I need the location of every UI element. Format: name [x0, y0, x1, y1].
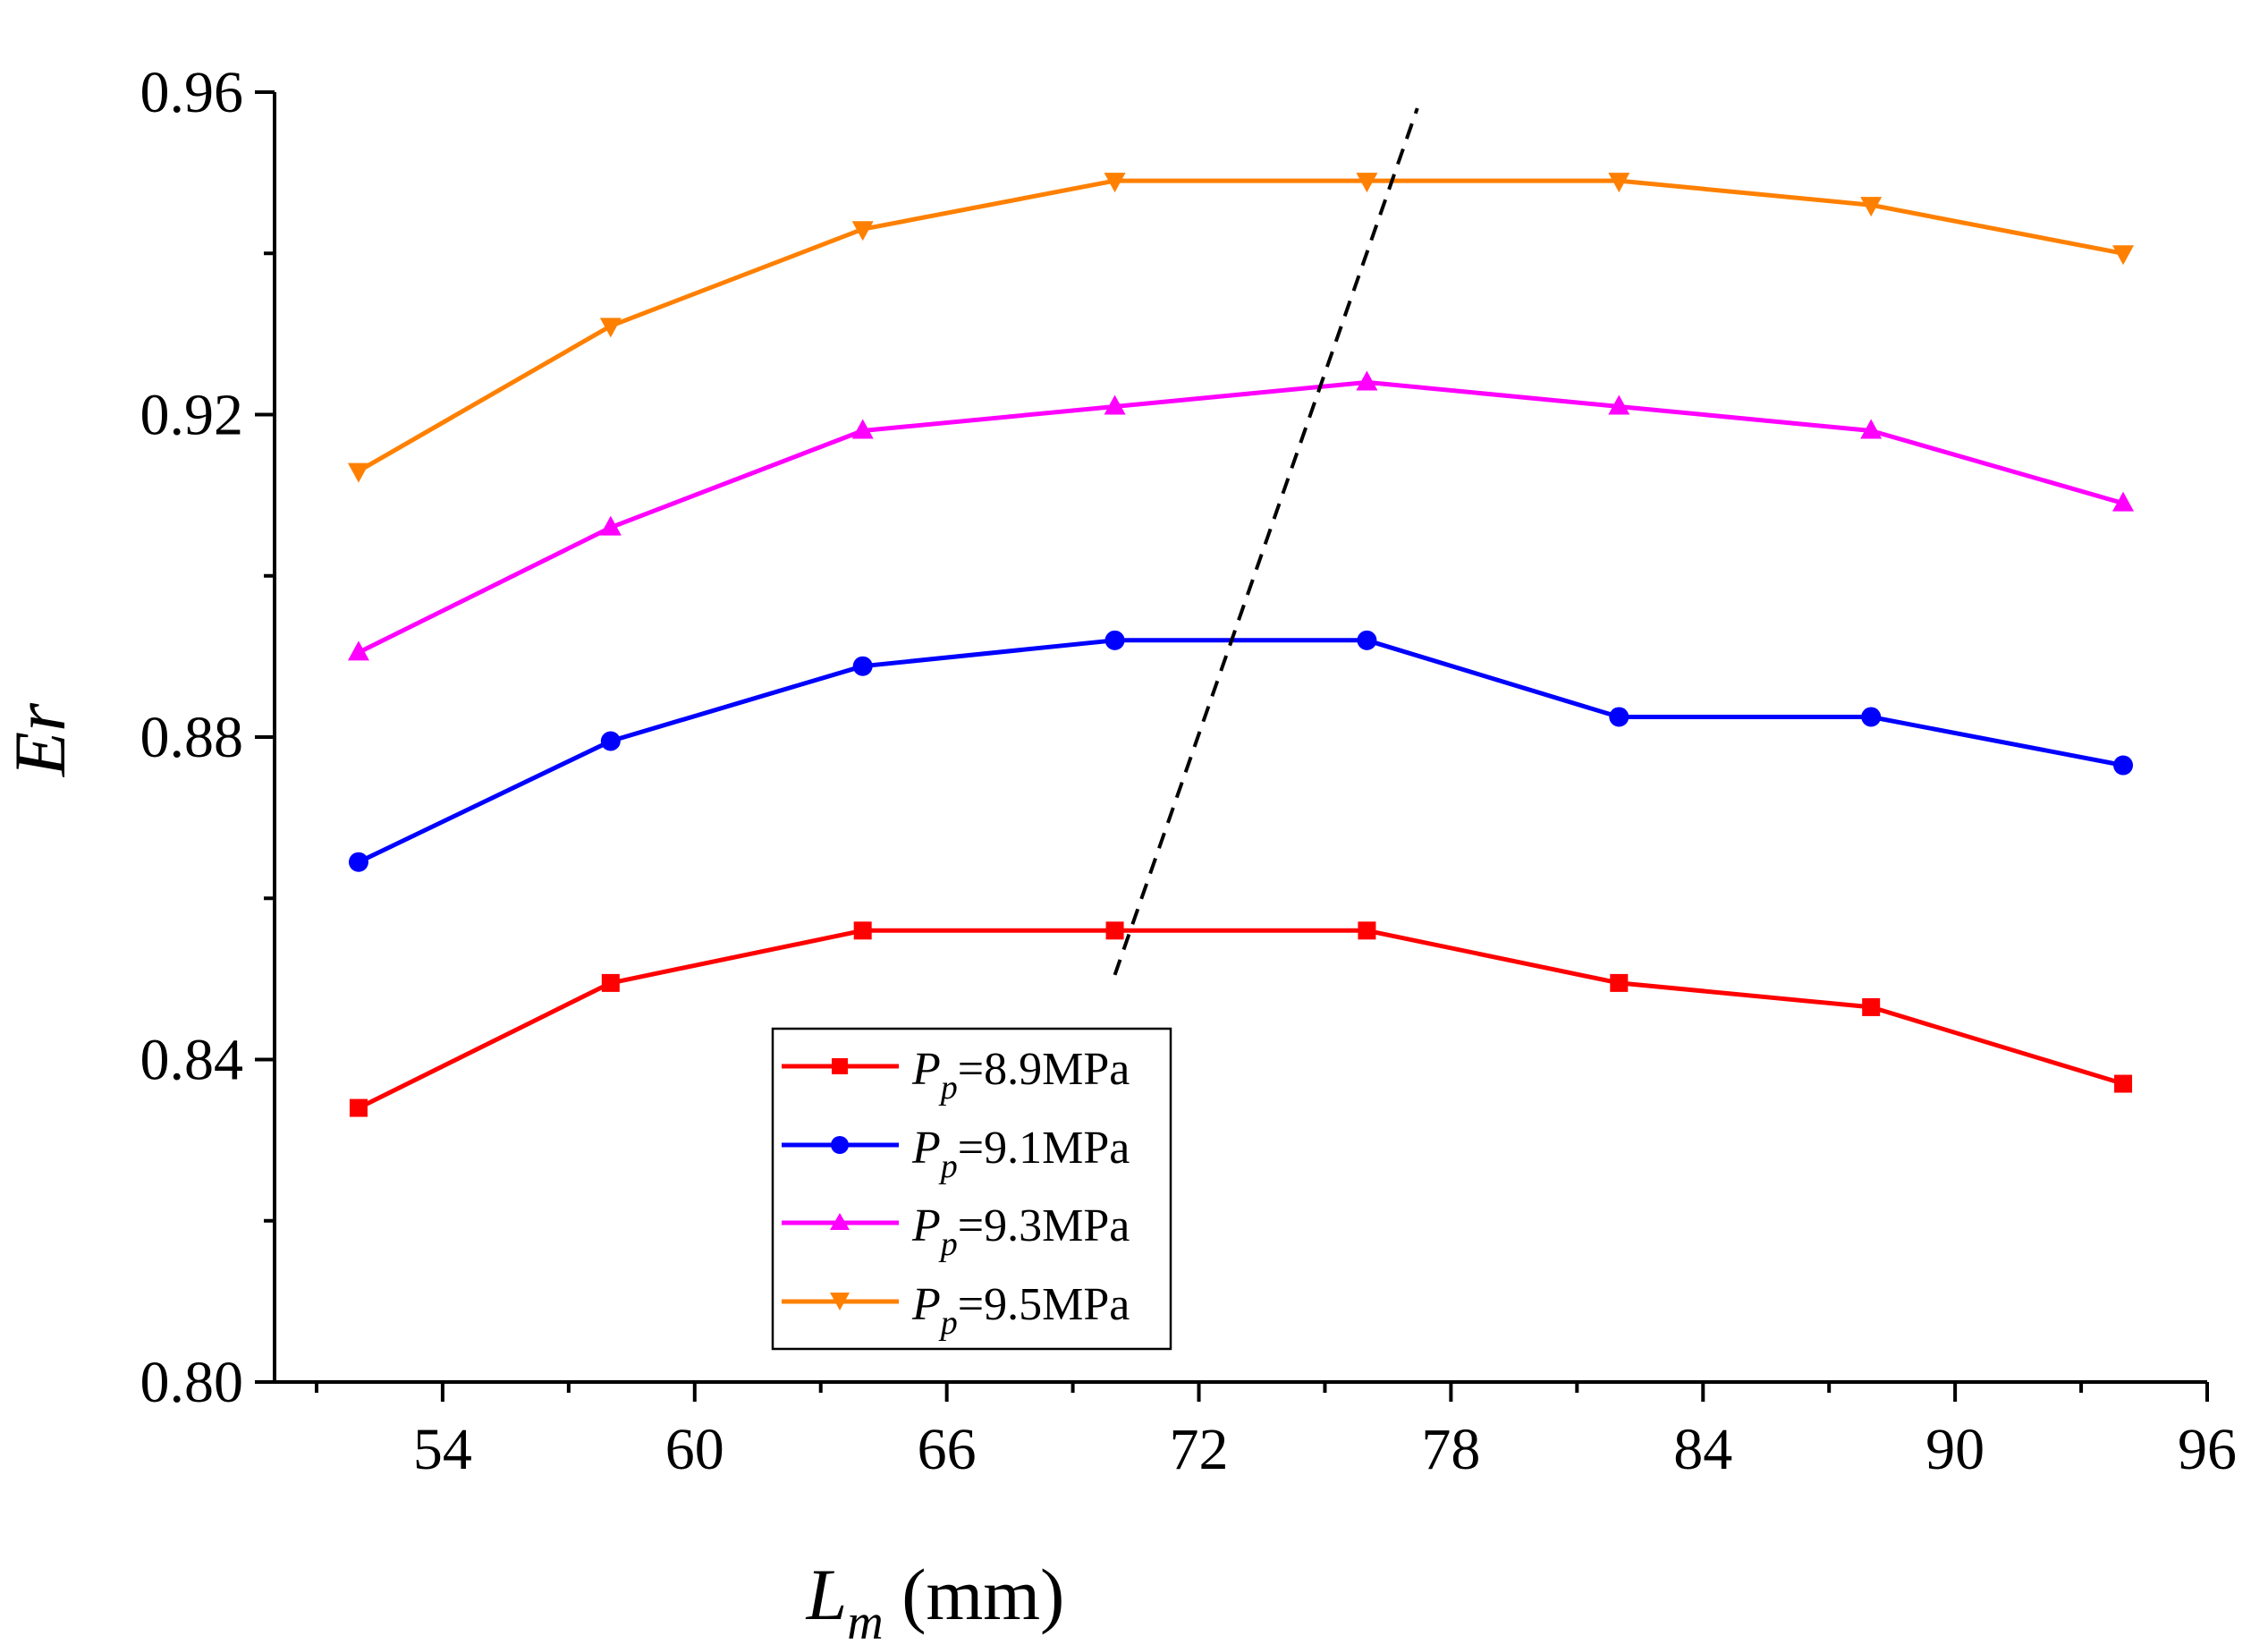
y-tick-label: 0.92 [140, 383, 244, 448]
x-axis-label-symbol: L [806, 1554, 848, 1635]
x-tick-label: 60 [665, 1417, 724, 1482]
legend-value: =9.5MPa [958, 1279, 1130, 1330]
legend-label: Pp=8.9MPa [911, 1044, 1130, 1107]
x-tick-label: 96 [2178, 1417, 2237, 1482]
legend-square-marker-icon [832, 1058, 848, 1074]
series-9-3mpa [347, 370, 2135, 661]
legend-triangle-down-marker-icon [830, 1293, 850, 1310]
legend: Pp=8.9MPa Pp=9.1MPa Pp=9.3MPa Pp=9.5MPa [771, 1027, 1172, 1351]
trend-dashed-line [1113, 107, 1419, 976]
legend-item-8-9mpa: Pp=8.9MPa [782, 1044, 1130, 1107]
series-line [357, 638, 2124, 864]
data-point-circle [600, 731, 621, 751]
data-point-circle [2113, 755, 2134, 776]
data-point-triangle-down [1860, 197, 1883, 217]
series-8-9mpa [349, 921, 2133, 1117]
legend-subscript: p [938, 1225, 958, 1263]
data-point-circle [1357, 630, 1377, 650]
data-point-square [2114, 1074, 2133, 1093]
data-point-triangle-down [2112, 245, 2135, 266]
x-tick-label: 84 [1673, 1417, 1732, 1482]
x-tick-label: 72 [1170, 1417, 1229, 1482]
data-point-circle [1861, 707, 1882, 727]
legend-label: Pp=9.3MPa [911, 1200, 1130, 1263]
legend-value: =9.1MPa [958, 1123, 1130, 1174]
legend-symbol: P [911, 1044, 941, 1095]
data-point-triangle-up [851, 419, 874, 439]
data-point-triangle-up [1104, 394, 1126, 415]
data-point-triangle-up [2112, 491, 2135, 512]
series-line [357, 178, 2124, 473]
legend-triangle-up-marker-icon [830, 1213, 850, 1230]
plot-area [347, 107, 2135, 1117]
data-point-square [349, 1098, 368, 1117]
x-axis-label-subscript: m [847, 1595, 883, 1645]
legend-symbol: P [911, 1123, 941, 1174]
data-point-square [1610, 973, 1629, 992]
data-point-triangle-down [347, 462, 369, 483]
x-tick-label: 90 [1925, 1417, 1984, 1482]
series-line [357, 379, 2124, 655]
legend-value: =8.9MPa [958, 1044, 1130, 1095]
series-line [357, 928, 2124, 1110]
data-point-square [1358, 921, 1376, 940]
x-tick-label: 78 [1421, 1417, 1480, 1482]
data-point-triangle-up [599, 515, 622, 536]
legend-symbol: P [911, 1279, 941, 1330]
legend-item-9-1mpa: Pp=9.1MPa [782, 1123, 1130, 1185]
data-point-circle [1104, 630, 1125, 650]
data-point-square [853, 921, 872, 940]
data-point-square [601, 973, 620, 992]
x-tick-label: 66 [918, 1417, 977, 1482]
legend-item-9-3mpa: Pp=9.3MPa [782, 1200, 1130, 1263]
series-9-5mpa [347, 173, 2135, 483]
x-axis-label-unit: (mm) [884, 1554, 1065, 1635]
data-point-triangle-up [347, 640, 369, 661]
data-point-triangle-up [1860, 419, 1883, 439]
legend-symbol: P [911, 1200, 941, 1251]
data-point-circle [348, 852, 368, 872]
legend-subscript: p [938, 1069, 958, 1107]
data-point-triangle-down [599, 318, 622, 338]
data-point-square [1862, 997, 1881, 1016]
data-point-square [1105, 921, 1124, 940]
data-point-triangle-down [1356, 173, 1378, 193]
legend-value: =9.3MPa [958, 1200, 1130, 1251]
y-tick-label: 0.88 [140, 705, 244, 770]
legend-circle-marker-icon [831, 1136, 849, 1154]
legend-label: Pp=9.1MPa [911, 1123, 1130, 1185]
x-tick-label: 54 [413, 1417, 472, 1482]
legend-item-9-5mpa: Pp=9.5MPa [782, 1279, 1130, 1342]
y-axis-label: Er [0, 702, 80, 777]
data-point-circle [1609, 707, 1629, 727]
legend-subscript: p [938, 1148, 958, 1185]
data-point-triangle-up [1356, 370, 1378, 391]
axes: 0.80 0.84 0.88 0.92 0.96 54 60 66 72 78 84 90 96 [140, 60, 2238, 1482]
series-9-1mpa [348, 630, 2134, 872]
legend-subscript: p [938, 1304, 958, 1342]
data-point-circle [852, 656, 873, 676]
data-point-triangle-down [1608, 173, 1630, 193]
y-tick-label: 0.96 [140, 60, 244, 125]
y-tick-label: 0.80 [140, 1350, 244, 1415]
data-point-triangle-down [851, 221, 874, 242]
data-point-triangle-down [1104, 173, 1126, 193]
x-axis-label: Lm (mm) [806, 1554, 1065, 1645]
legend-label: Pp=9.5MPa [911, 1279, 1130, 1342]
y-tick-label: 0.84 [140, 1028, 244, 1093]
data-point-triangle-up [1608, 394, 1630, 415]
